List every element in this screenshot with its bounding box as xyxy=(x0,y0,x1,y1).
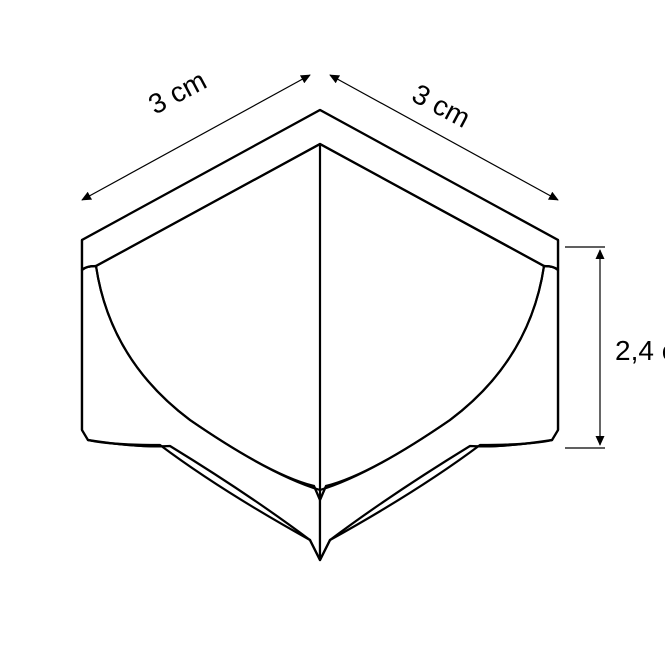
dim-label-left: 3 cm xyxy=(143,64,211,120)
dim-label-height: 2,4 cm xyxy=(615,335,665,366)
technical-drawing: 3 cm 3 cm 2,4 cm xyxy=(0,0,665,665)
dim-label-right: 3 cm xyxy=(407,78,475,134)
corner-piece xyxy=(82,110,558,560)
